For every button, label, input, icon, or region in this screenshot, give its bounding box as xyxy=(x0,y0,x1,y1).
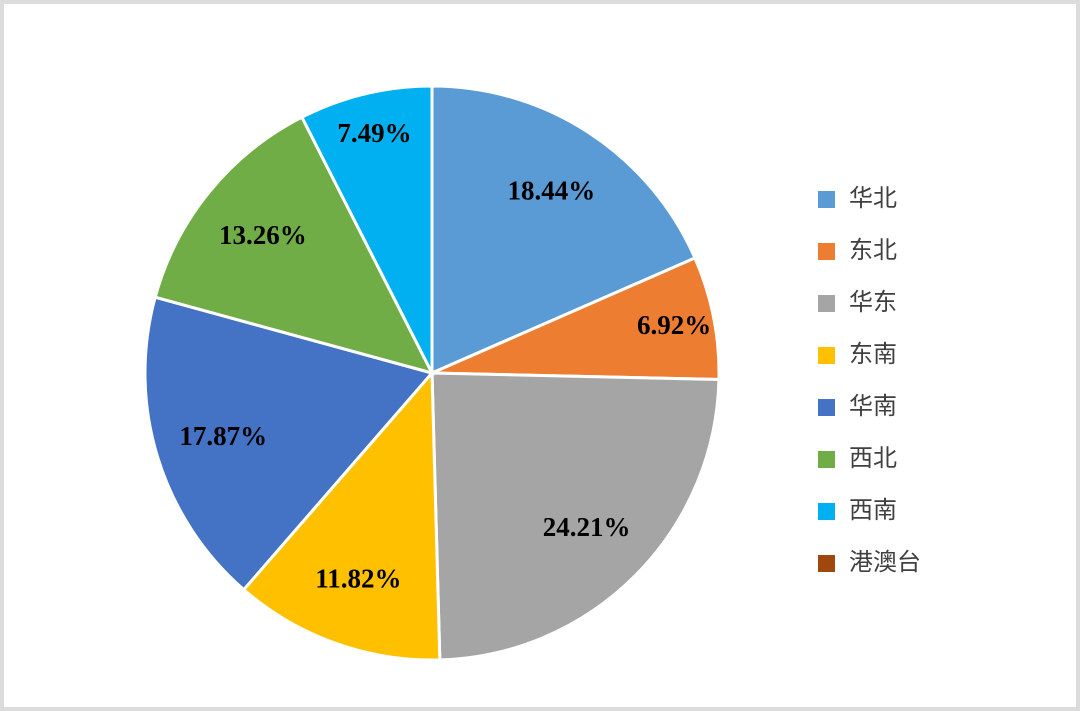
legend-swatch-icon xyxy=(818,450,835,468)
legend-label: 东北 xyxy=(849,237,897,264)
legend-item-东南[interactable]: 东南 xyxy=(818,342,921,368)
slice-value-label-东北: 6.92% xyxy=(637,310,711,340)
slice-value-label-西北: 13.26% xyxy=(219,220,307,250)
pie-slice-华东[interactable] xyxy=(430,371,721,662)
legend-item-华东[interactable]: 华东 xyxy=(818,290,921,316)
legend-label: 华东 xyxy=(849,289,897,316)
legend-item-东北[interactable]: 东北 xyxy=(818,238,921,264)
slice-value-label-东南: 11.82% xyxy=(315,563,401,593)
slice-value-label-西南: 7.49% xyxy=(337,118,411,148)
legend-swatch-icon xyxy=(818,242,835,260)
slice-value-label-华北: 18.44% xyxy=(508,176,596,206)
legend-item-西北[interactable]: 西北 xyxy=(818,446,921,472)
legend-swatch-icon xyxy=(818,502,835,520)
pie-slice-东北[interactable] xyxy=(431,256,721,381)
legend-item-西南[interactable]: 西南 xyxy=(818,498,921,524)
pie-chart: 18.44% 6.92% 24.21% 11.82% 17.87% 13.26% 7.49% xyxy=(143,84,721,662)
legend-swatch-icon xyxy=(818,554,835,572)
pie-slice-西北[interactable] xyxy=(153,115,435,376)
legend-label: 华北 xyxy=(849,185,897,212)
legend-label: 西南 xyxy=(849,497,897,524)
pie-slice-东南[interactable] xyxy=(241,369,442,662)
legend-item-华北[interactable]: 华北 xyxy=(818,186,921,212)
legend-swatch-icon xyxy=(818,346,835,364)
pie-slice-华南[interactable] xyxy=(143,295,435,592)
legend-item-华南[interactable]: 华南 xyxy=(818,394,921,420)
legend-label: 东南 xyxy=(849,341,897,368)
pie-slice-华北[interactable] xyxy=(430,84,697,376)
legend-swatch-icon xyxy=(818,190,835,208)
legend-swatch-icon xyxy=(818,294,835,312)
legend-label: 华南 xyxy=(849,393,897,420)
legend-label: 西北 xyxy=(849,445,897,472)
legend-label: 港澳台 xyxy=(849,549,921,576)
slice-value-label-华南: 17.87% xyxy=(179,421,267,451)
pie-slice-西南[interactable] xyxy=(299,84,434,374)
legend-swatch-icon xyxy=(818,398,835,416)
slice-value-label-华东: 24.21% xyxy=(543,512,631,542)
legend-item-港澳台[interactable]: 港澳台 xyxy=(818,550,921,576)
chart-legend: 华北东北华东东南华南西北西南港澳台 xyxy=(818,186,921,576)
